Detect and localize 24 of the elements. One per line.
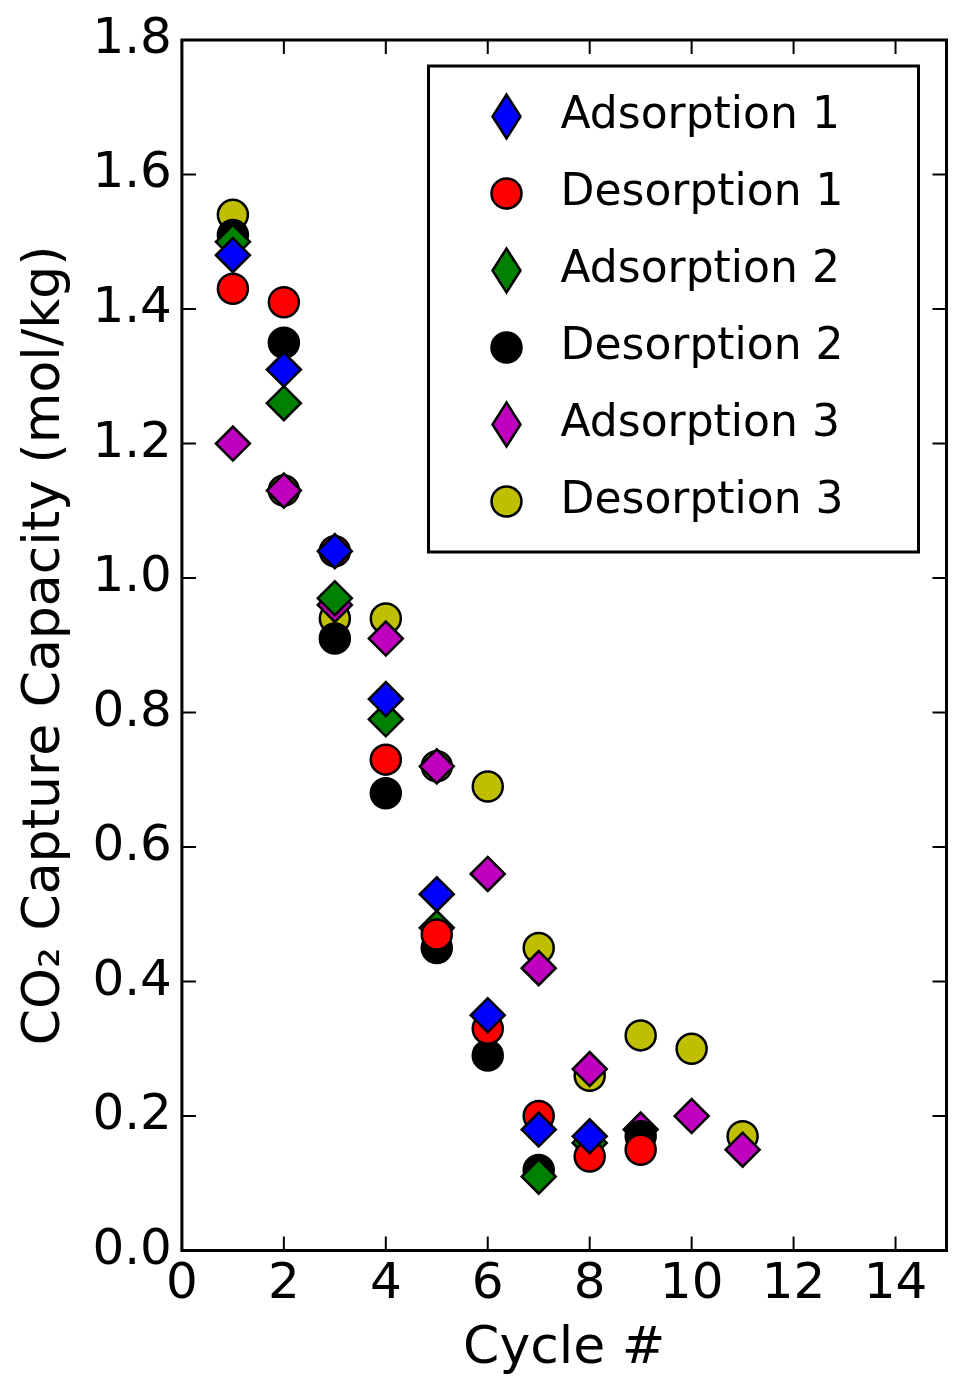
x-tick-label: 14 (863, 1251, 928, 1310)
legend-label: Desorption 3 (560, 471, 844, 523)
x-tick-label: 8 (573, 1251, 606, 1310)
y-tick-label: 1.2 (92, 410, 172, 469)
y-tick-label: 0.8 (92, 679, 172, 738)
y-tick-label: 1.0 (92, 545, 172, 604)
x-tick-label: 12 (761, 1251, 826, 1310)
x-axis-title: Cycle # (463, 1315, 666, 1376)
y-tick-label: 1.6 (92, 141, 172, 200)
x-tick-label: 4 (369, 1251, 402, 1310)
legend-label: Desorption 1 (560, 163, 844, 215)
x-tick-label: 10 (659, 1251, 724, 1310)
legend-label: Desorption 2 (560, 317, 844, 369)
y-tick-label: 0.6 (92, 814, 172, 873)
y-tick-label: 0.2 (92, 1083, 172, 1142)
x-tick-label: 2 (267, 1251, 300, 1310)
y-tick-label: 0.4 (92, 948, 172, 1007)
y-tick-label: 1.4 (92, 276, 172, 335)
legend-label: Adsorption 2 (560, 240, 840, 292)
legend-label: Adsorption 1 (560, 86, 840, 138)
legend-label: Adsorption 3 (560, 394, 840, 446)
y-axis-title: CO₂ Capture Capacity (mol/kg) (10, 245, 71, 1046)
x-tick-label: 6 (471, 1251, 504, 1310)
y-tick-label: 1.8 (92, 6, 172, 65)
